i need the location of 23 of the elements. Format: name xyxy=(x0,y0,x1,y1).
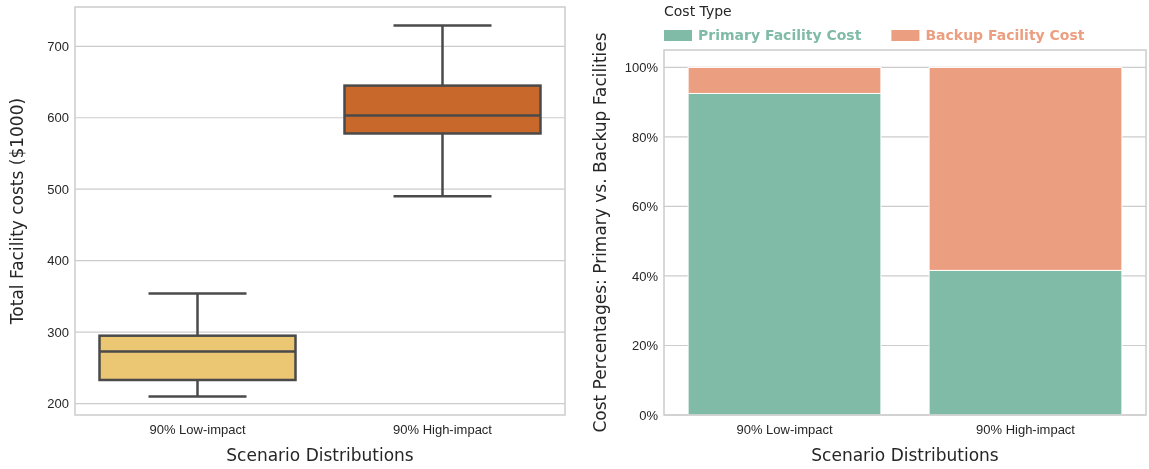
x-tick-label: 90% Low-impact xyxy=(736,422,833,438)
y-tick-label: 400 xyxy=(47,253,69,269)
y-tick-label: 80% xyxy=(631,129,659,145)
y-tick-label: 60% xyxy=(631,199,659,215)
y-axis-title: Total Facility costs ($1000) xyxy=(7,97,27,326)
y-tick-label: 500 xyxy=(47,181,69,197)
y-tick-label: 100% xyxy=(624,60,659,76)
legend-title: Cost Type xyxy=(664,3,732,19)
x-tick-label: 90% High-impact xyxy=(393,422,493,438)
x-axis-title: Scenario Distributions xyxy=(811,445,999,465)
y-axis-title: Cost Percentages: Primary vs. Backup Facilities xyxy=(590,32,610,433)
y-tick-label: 40% xyxy=(631,268,659,284)
y-tick-label: 700 xyxy=(47,38,69,54)
y-tick-label: 0% xyxy=(639,407,659,423)
text: Primary Facility Cost xyxy=(698,27,862,43)
legend-label: Backup Facility Cost xyxy=(925,27,1085,43)
y-tick-label: 20% xyxy=(631,338,659,354)
x-axis-title: Scenario Distributions xyxy=(226,445,414,465)
x-tick-label: 90% High-impact xyxy=(976,422,1076,438)
y-tick-label: 300 xyxy=(47,324,69,340)
x-tick-label: 90% Low-impact xyxy=(149,422,246,438)
y-tick-label: 200 xyxy=(47,396,69,412)
y-tick-label: 600 xyxy=(47,110,69,126)
